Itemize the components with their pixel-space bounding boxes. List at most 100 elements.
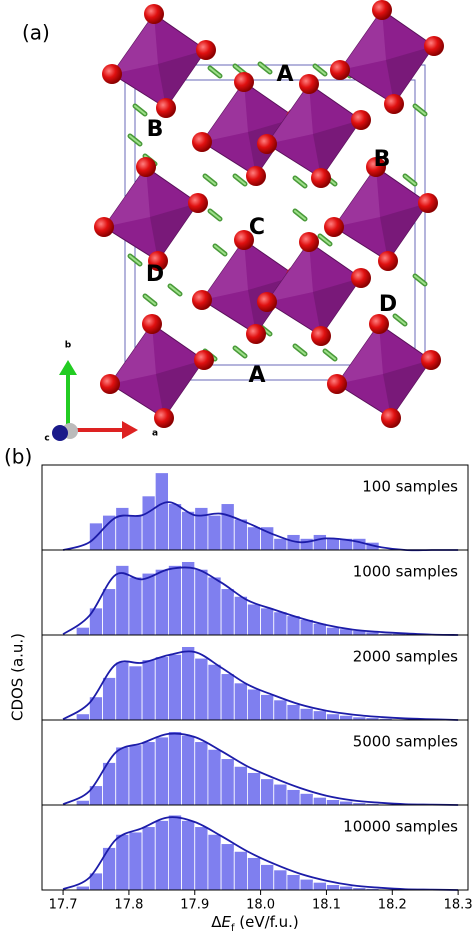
bar <box>75 885 90 891</box>
bar <box>75 713 90 721</box>
legend-label: 5000 samples <box>353 733 458 751</box>
y-axis-label: CDOS (a.u.) <box>9 633 27 721</box>
axis-label: b <box>65 341 72 351</box>
bar <box>220 758 235 806</box>
bar <box>286 874 301 891</box>
bar <box>233 518 248 551</box>
panel-label: (b) <box>4 445 32 469</box>
bar <box>233 850 248 891</box>
x-tick-label: 17.9 <box>180 898 209 913</box>
x-tick-label: 17.7 <box>49 898 78 913</box>
bar <box>154 820 169 891</box>
bar <box>220 503 235 551</box>
axis-label: c <box>44 434 49 444</box>
bar <box>194 826 209 891</box>
panel-label: (a) <box>22 21 50 45</box>
site-label: A <box>276 62 293 87</box>
bar <box>247 603 261 636</box>
bar <box>154 568 169 636</box>
histogram-panel: 100 samples <box>41 464 469 552</box>
bar <box>168 814 182 891</box>
bar <box>168 731 182 806</box>
bar <box>312 881 327 891</box>
kde-line <box>62 816 459 891</box>
x-axis-label: ΔEf (eV/f.u.) <box>211 913 299 932</box>
histogram-panel: 1000 samples <box>41 549 469 636</box>
histogram-panel: 5000 samples <box>41 719 469 806</box>
bar <box>128 744 143 806</box>
bar <box>115 746 130 806</box>
crystal-structure <box>93 0 445 429</box>
bar <box>115 661 130 721</box>
histogram-panel: 2000 samples <box>41 634 469 721</box>
kde-line <box>62 501 459 552</box>
bar <box>181 646 196 721</box>
bar <box>102 677 117 721</box>
site-label: D <box>146 262 164 287</box>
bar <box>181 820 196 891</box>
bar <box>181 561 196 636</box>
bar <box>352 538 367 551</box>
bar <box>312 534 327 551</box>
site-label: D <box>379 292 397 317</box>
bar <box>247 526 261 551</box>
bar <box>194 568 209 636</box>
bar <box>207 514 222 551</box>
axis-label: a <box>152 429 158 439</box>
bar <box>273 869 288 891</box>
bar <box>141 741 156 806</box>
bar <box>128 831 143 891</box>
x-tick-label: 18.0 <box>246 898 275 913</box>
bar <box>220 588 235 636</box>
bar <box>233 765 248 806</box>
bar <box>299 708 314 721</box>
kde-line <box>62 566 459 636</box>
bar <box>326 538 341 551</box>
bar <box>273 699 288 721</box>
bar <box>102 514 117 551</box>
legend-label: 10000 samples <box>343 818 458 836</box>
bar <box>207 748 222 806</box>
bar <box>75 799 90 806</box>
bar <box>339 714 354 721</box>
bar <box>154 656 169 721</box>
bar <box>299 538 314 551</box>
bar <box>273 611 288 636</box>
site-label: B <box>374 147 391 172</box>
plot-frame <box>41 804 469 891</box>
x-axis-label-part: f <box>231 923 235 932</box>
bar <box>247 857 261 891</box>
x-tick-label: 18.1 <box>312 898 341 913</box>
bar <box>115 833 130 891</box>
bar <box>141 495 156 551</box>
bar <box>220 843 235 891</box>
bar <box>286 615 301 636</box>
bar <box>181 735 196 806</box>
bar <box>115 507 130 551</box>
bar <box>326 884 341 891</box>
bar <box>247 772 261 806</box>
bar <box>299 878 314 891</box>
bar <box>168 503 182 551</box>
x-axis-label-part: E <box>222 913 232 931</box>
bar <box>128 665 143 721</box>
bar <box>154 472 169 551</box>
axis-glyph <box>52 360 138 441</box>
bar <box>141 572 156 636</box>
bar <box>339 800 354 806</box>
bar <box>326 713 341 721</box>
legend-label: 100 samples <box>362 478 458 496</box>
bar <box>260 607 275 636</box>
bar <box>154 736 169 806</box>
bar <box>273 538 288 551</box>
x-axis-label-part: Δ <box>211 913 222 931</box>
bar <box>326 799 341 806</box>
bar <box>233 595 248 636</box>
bar <box>128 514 143 551</box>
bar <box>312 796 327 806</box>
bar <box>339 885 354 891</box>
bar <box>128 576 143 636</box>
kde-line <box>62 732 459 806</box>
bar <box>207 576 222 636</box>
